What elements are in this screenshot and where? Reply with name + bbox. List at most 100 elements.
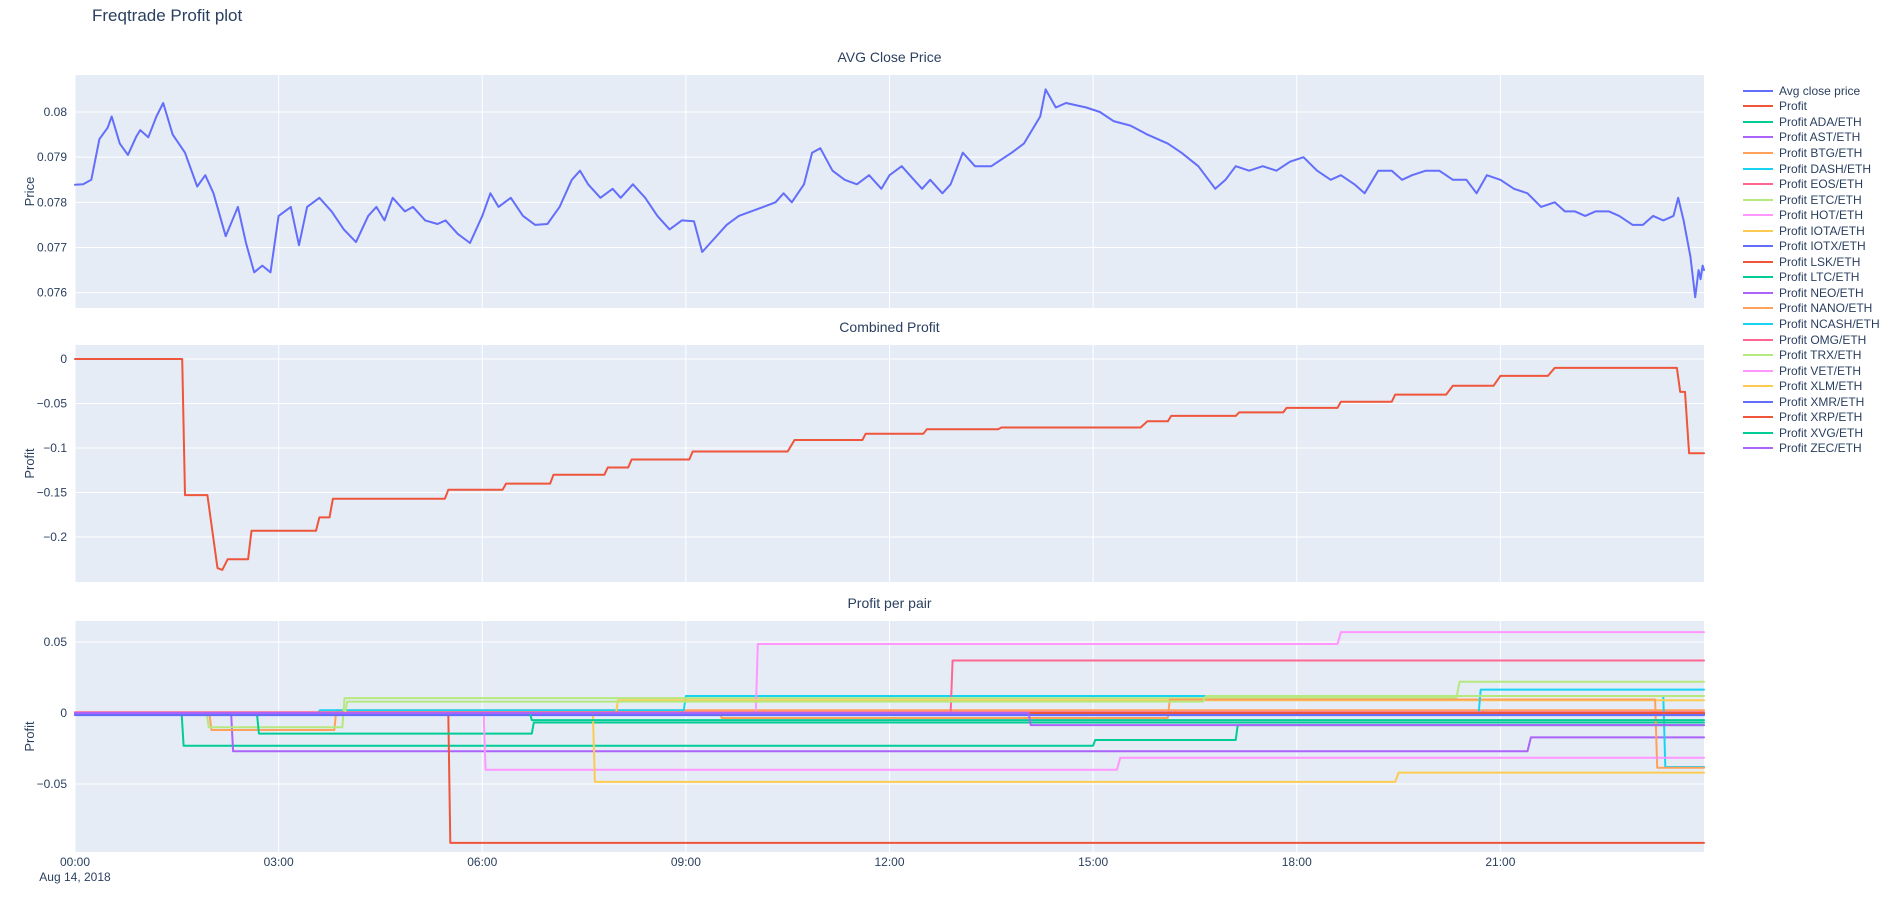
legend-item-profit-trx-eth[interactable]: Profit TRX/ETH — [1743, 347, 1893, 363]
legend-item-profit-dash-eth[interactable]: Profit DASH/ETH — [1743, 161, 1893, 177]
legend-label: Profit — [1779, 99, 1808, 114]
legend-item-profit-nano-eth[interactable]: Profit NANO/ETH — [1743, 301, 1893, 317]
legend-swatch-profit-trx-eth — [1743, 354, 1773, 357]
y-tick-label: 0.078 — [37, 195, 67, 209]
y-tick-label: −0.1 — [43, 441, 67, 455]
legend-swatch-profit-ncash-eth — [1743, 322, 1773, 325]
y-axis-title: Profit — [22, 448, 37, 479]
legend-label: Profit OMG/ETH — [1779, 332, 1867, 347]
legend-item-profit-zec-eth[interactable]: Profit ZEC/ETH — [1743, 441, 1893, 457]
legend-swatch-profit-zec-eth — [1743, 447, 1773, 450]
legend-label: Profit NCASH/ETH — [1779, 316, 1880, 331]
legend-label: Profit XMR/ETH — [1779, 394, 1865, 409]
y-tick-label: 0 — [60, 352, 67, 366]
legend-item-profit-etc-eth[interactable]: Profit ETC/ETH — [1743, 192, 1893, 208]
y-tick-label: 0 — [60, 706, 67, 720]
y-tick-label: −0.05 — [37, 396, 68, 410]
x-tick-label: 06:00 — [467, 855, 497, 869]
legend-swatch-profit-ltc-eth — [1743, 276, 1773, 279]
y-tick-label: −0.15 — [37, 485, 68, 499]
y-tick-label: −0.05 — [37, 777, 68, 791]
legend-label: Profit AST/ETH — [1779, 130, 1861, 145]
legend-label: Profit NEO/ETH — [1779, 285, 1864, 300]
legend-swatch-profit-etc-eth — [1743, 198, 1773, 201]
legend-swatch-profit-iota-eth — [1743, 229, 1773, 232]
y-tick-label: 0.08 — [44, 105, 68, 119]
legend-label: Profit XLM/ETH — [1779, 379, 1863, 394]
legend-item-profit-iota-eth[interactable]: Profit IOTA/ETH — [1743, 223, 1893, 239]
legend-swatch-profit-eos-eth — [1743, 183, 1773, 186]
legend-swatch-profit-xmr-eth — [1743, 400, 1773, 403]
legend-swatch-profit-dash-eth — [1743, 167, 1773, 170]
legend-label: Profit ZEC/ETH — [1779, 441, 1862, 456]
legend-item-profit-xvg-eth[interactable]: Profit XVG/ETH — [1743, 425, 1893, 441]
legend: Avg close price Profit Profit ADA/ETH Profi… — [1743, 83, 1893, 456]
legend-item-avg-close-price[interactable]: Avg close price — [1743, 83, 1893, 99]
legend-label: Profit LTC/ETH — [1779, 270, 1860, 285]
legend-item-profit-ltc-eth[interactable]: Profit LTC/ETH — [1743, 270, 1893, 286]
legend-swatch-profit-xlm-eth — [1743, 385, 1773, 388]
subplot-title: Combined Profit — [839, 319, 939, 335]
legend-item-profit-btg-eth[interactable]: Profit BTG/ETH — [1743, 145, 1893, 161]
legend-item-profit[interactable]: Profit — [1743, 99, 1893, 115]
legend-item-profit-ast-eth[interactable]: Profit AST/ETH — [1743, 130, 1893, 146]
legend-item-profit-xmr-eth[interactable]: Profit XMR/ETH — [1743, 394, 1893, 410]
x-tick-label: 15:00 — [1078, 855, 1108, 869]
legend-swatch-profit-xvg-eth — [1743, 431, 1773, 434]
legend-label: Profit NANO/ETH — [1779, 301, 1873, 316]
legend-label: Profit EOS/ETH — [1779, 177, 1864, 192]
series-profit-ada-eth — [74, 712, 1705, 747]
series-profit — [74, 358, 1705, 571]
y-tick-label: 0.076 — [37, 286, 67, 300]
legend-item-profit-xrp-eth[interactable]: Profit XRP/ETH — [1743, 409, 1893, 425]
series-avg-close-price — [74, 88, 1705, 299]
legend-swatch-profit-vet-eth — [1743, 369, 1773, 372]
legend-label: Profit IOTA/ETH — [1779, 223, 1865, 238]
x-tick-label: 00:00 — [60, 855, 90, 869]
legend-label: Profit VET/ETH — [1779, 363, 1862, 378]
legend-label: Profit ADA/ETH — [1779, 114, 1862, 129]
legend-swatch-profit-omg-eth — [1743, 338, 1773, 341]
x-tick-label: 03:00 — [264, 855, 294, 869]
legend-swatch-profit-lsk-eth — [1743, 260, 1773, 263]
legend-label: Profit IOTX/ETH — [1779, 239, 1866, 254]
legend-swatch-profit-iotx-eth — [1743, 245, 1773, 248]
subplot-avg-close-price: 0.08 0.079 0.078 0.077 0.076 AVG Close Price P… — [22, 49, 1705, 308]
series-profit-zec-eth — [74, 712, 1705, 727]
legend-item-profit-vet-eth[interactable]: Profit VET/ETH — [1743, 363, 1893, 379]
subplot-combined-profit: 0 −0.05 −0.1 −0.15 −0.2 Combined Profit Profit — [22, 319, 1705, 582]
legend-item-profit-omg-eth[interactable]: Profit OMG/ETH — [1743, 332, 1893, 348]
y-tick-label: −0.2 — [43, 530, 67, 544]
y-tick-label: 0.077 — [37, 240, 67, 254]
x-tick-label: 21:00 — [1485, 855, 1515, 869]
legend-label: Profit LSK/ETH — [1779, 254, 1861, 269]
legend-label: Profit HOT/ETH — [1779, 208, 1864, 223]
subplot-title: AVG Close Price — [838, 49, 942, 65]
legend-swatch-profit-xrp-eth — [1743, 416, 1773, 419]
legend-swatch-profit-hot-eth — [1743, 214, 1773, 217]
legend-item-profit-ncash-eth[interactable]: Profit NCASH/ETH — [1743, 316, 1893, 332]
legend-label: Profit XVG/ETH — [1779, 425, 1864, 440]
legend-swatch-profit — [1743, 105, 1773, 108]
legend-item-profit-lsk-eth[interactable]: Profit LSK/ETH — [1743, 254, 1893, 270]
y-tick-label: 0.079 — [37, 150, 67, 164]
legend-label: Profit XRP/ETH — [1779, 410, 1863, 425]
page-title: Freqtrade Profit plot — [92, 6, 243, 25]
legend-item-profit-neo-eth[interactable]: Profit NEO/ETH — [1743, 285, 1893, 301]
legend-item-profit-xlm-eth[interactable]: Profit XLM/ETH — [1743, 378, 1893, 394]
legend-label: Avg close price — [1779, 83, 1861, 98]
legend-label: Profit ETC/ETH — [1779, 192, 1862, 207]
legend-swatch-profit-ada-eth — [1743, 120, 1773, 123]
legend-swatch-profit-btg-eth — [1743, 151, 1773, 154]
legend-label: Profit BTG/ETH — [1779, 145, 1863, 160]
legend-swatch-profit-ast-eth — [1743, 136, 1773, 139]
y-axis-title: Price — [22, 177, 37, 207]
legend-item-profit-ada-eth[interactable]: Profit ADA/ETH — [1743, 114, 1893, 130]
legend-item-profit-hot-eth[interactable]: Profit HOT/ETH — [1743, 207, 1893, 223]
legend-item-profit-eos-eth[interactable]: Profit EOS/ETH — [1743, 176, 1893, 192]
legend-item-profit-iotx-eth[interactable]: Profit IOTX/ETH — [1743, 238, 1893, 254]
legend-label: Profit TRX/ETH — [1779, 348, 1862, 363]
x-tick-label: 12:00 — [874, 855, 904, 869]
legend-swatch-profit-nano-eth — [1743, 307, 1773, 310]
